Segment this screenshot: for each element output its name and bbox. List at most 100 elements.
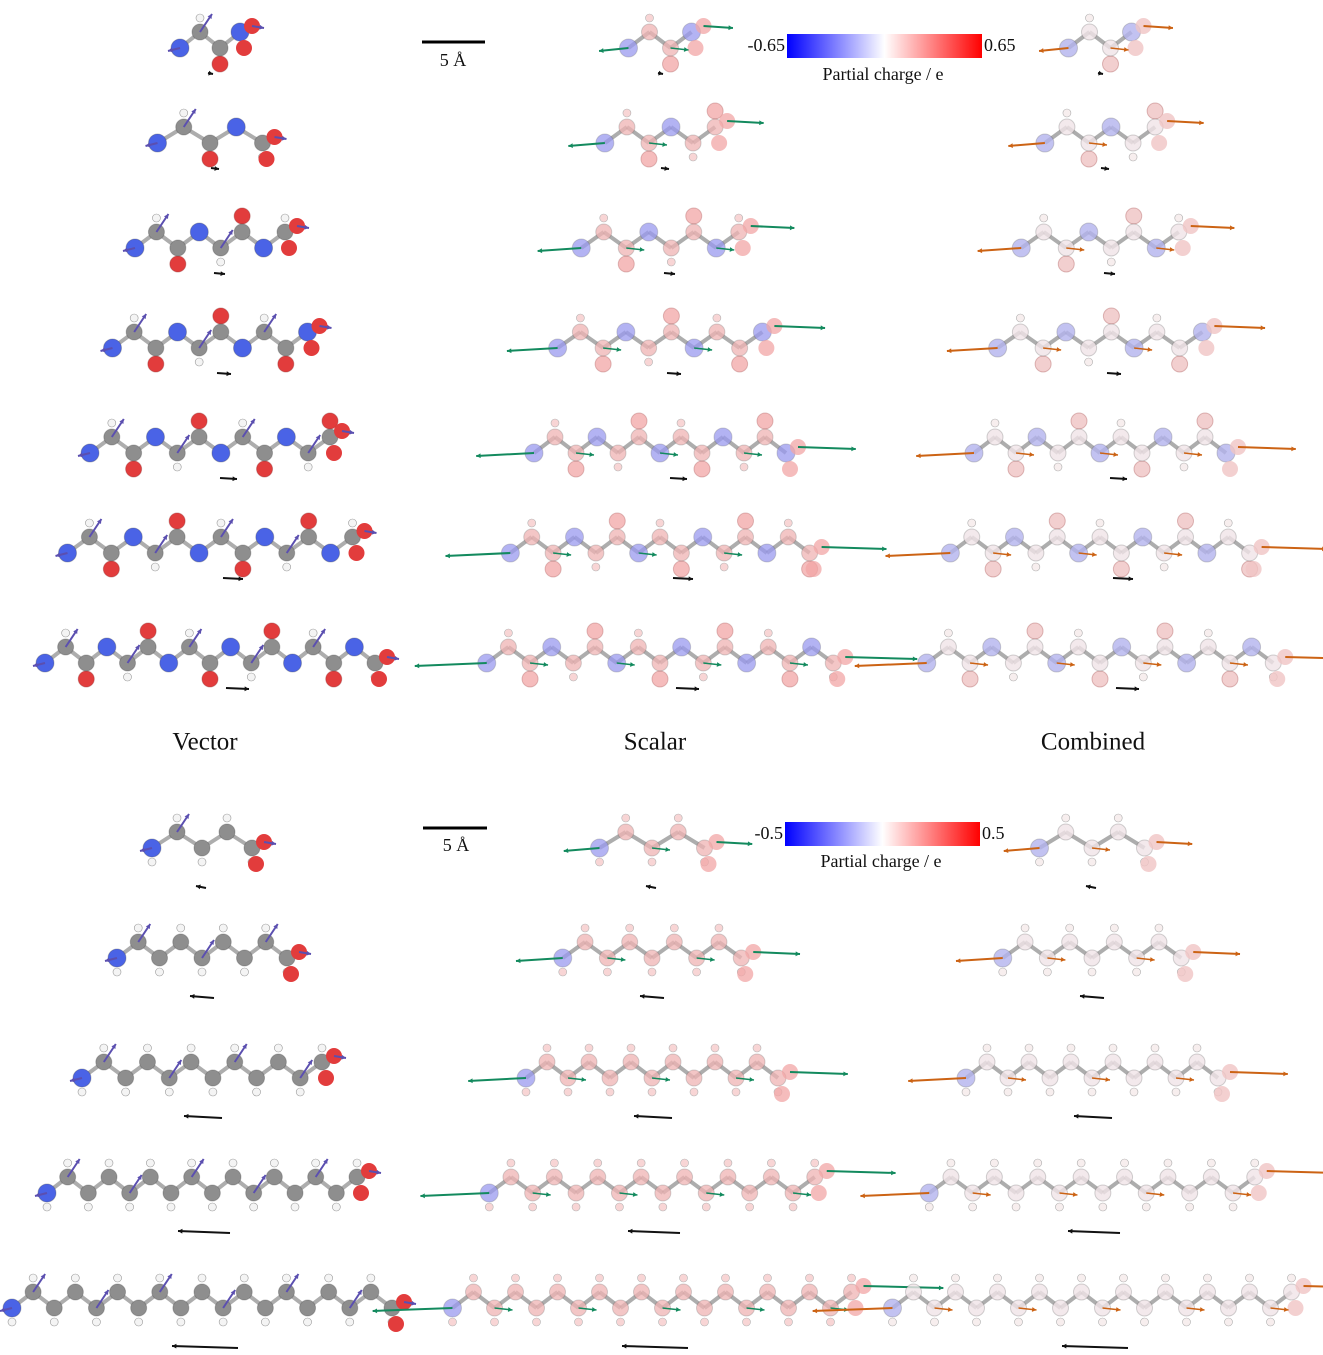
atom <box>466 1284 482 1300</box>
arrow-head <box>1116 1307 1121 1312</box>
atom <box>126 1203 134 1211</box>
atom <box>1113 545 1129 561</box>
atom <box>1077 1159 1085 1167</box>
atom <box>173 814 181 822</box>
arrow-head <box>1056 347 1061 352</box>
atom <box>322 544 340 562</box>
atom <box>277 428 295 446</box>
atom <box>209 1088 217 1096</box>
atom <box>782 671 798 687</box>
atom <box>688 40 704 56</box>
atom <box>659 1203 667 1211</box>
arrow-head <box>1039 48 1044 53</box>
arrow-head <box>508 1307 513 1312</box>
atom <box>202 135 218 151</box>
colorbar-max: 0.5 <box>982 823 1005 843</box>
atom <box>1198 544 1216 562</box>
atom <box>248 856 264 872</box>
atom <box>665 1054 681 1070</box>
atom <box>673 638 691 656</box>
atom <box>142 1169 158 1185</box>
atom <box>1151 934 1167 950</box>
arrow-head <box>939 1285 943 1290</box>
atom <box>318 1044 326 1052</box>
arrow-head <box>616 347 621 352</box>
atom <box>1092 529 1108 545</box>
atom <box>304 463 312 471</box>
atom <box>585 1044 593 1052</box>
atom <box>92 1318 100 1326</box>
atom <box>1071 429 1087 445</box>
atom <box>1057 1318 1065 1326</box>
arrow <box>1267 1171 1323 1173</box>
atom <box>239 419 247 427</box>
atom <box>126 461 142 477</box>
arrow-head <box>730 247 735 252</box>
arrow <box>827 1171 896 1173</box>
atom <box>1251 1185 1267 1201</box>
atom <box>623 109 631 117</box>
atom <box>234 208 250 224</box>
atom <box>1088 968 1096 976</box>
atom <box>767 1159 775 1167</box>
arrow-head <box>640 994 645 999</box>
arrow <box>822 547 887 549</box>
arrow-head <box>806 1192 811 1197</box>
arrow-head <box>1160 1192 1165 1197</box>
atom <box>572 1203 580 1211</box>
atom <box>148 858 156 866</box>
arrow-head <box>1068 1229 1072 1234</box>
atom <box>738 513 754 529</box>
atom <box>1288 1274 1296 1282</box>
atom <box>539 1054 555 1070</box>
arrow-head <box>843 1071 847 1076</box>
atom <box>503 1169 519 1185</box>
atom <box>569 673 577 681</box>
atom <box>304 340 320 356</box>
arrow-head <box>855 663 859 668</box>
atom <box>622 814 630 822</box>
atom <box>666 934 682 950</box>
atom <box>948 1284 964 1300</box>
atom <box>122 1088 130 1096</box>
atom <box>910 1274 918 1282</box>
atom <box>641 151 657 167</box>
atom <box>240 1274 248 1282</box>
atom <box>543 1044 551 1052</box>
atom <box>1203 1169 1219 1185</box>
atom <box>1067 1044 1075 1052</box>
atom <box>1049 529 1065 545</box>
atom <box>222 638 240 656</box>
arrow <box>1074 1116 1112 1118</box>
atom <box>264 639 280 655</box>
atom <box>634 629 642 637</box>
atom <box>264 623 280 639</box>
atom <box>1040 214 1048 222</box>
atom <box>633 1169 649 1185</box>
atom <box>1160 563 1168 571</box>
atom <box>507 1159 515 1167</box>
atom <box>78 671 94 687</box>
arrow-head <box>710 957 715 962</box>
arrow-head <box>916 453 921 458</box>
atom <box>999 968 1007 976</box>
atom <box>1036 1274 1044 1282</box>
atom <box>225 1169 241 1185</box>
atom <box>1147 1054 1163 1070</box>
atom <box>1099 1203 1107 1211</box>
atom <box>191 429 207 445</box>
atom <box>1050 445 1066 461</box>
atom <box>1096 519 1104 527</box>
atom <box>1046 1088 1054 1096</box>
atom <box>1015 1318 1023 1326</box>
atom <box>349 545 365 561</box>
atom <box>1114 814 1122 822</box>
atom <box>278 356 294 372</box>
atom <box>677 419 685 427</box>
atom <box>990 1159 998 1167</box>
atom <box>449 1318 457 1326</box>
atom <box>188 1159 196 1167</box>
atom <box>738 529 754 545</box>
atom <box>630 639 646 655</box>
arrow-head <box>737 552 742 557</box>
